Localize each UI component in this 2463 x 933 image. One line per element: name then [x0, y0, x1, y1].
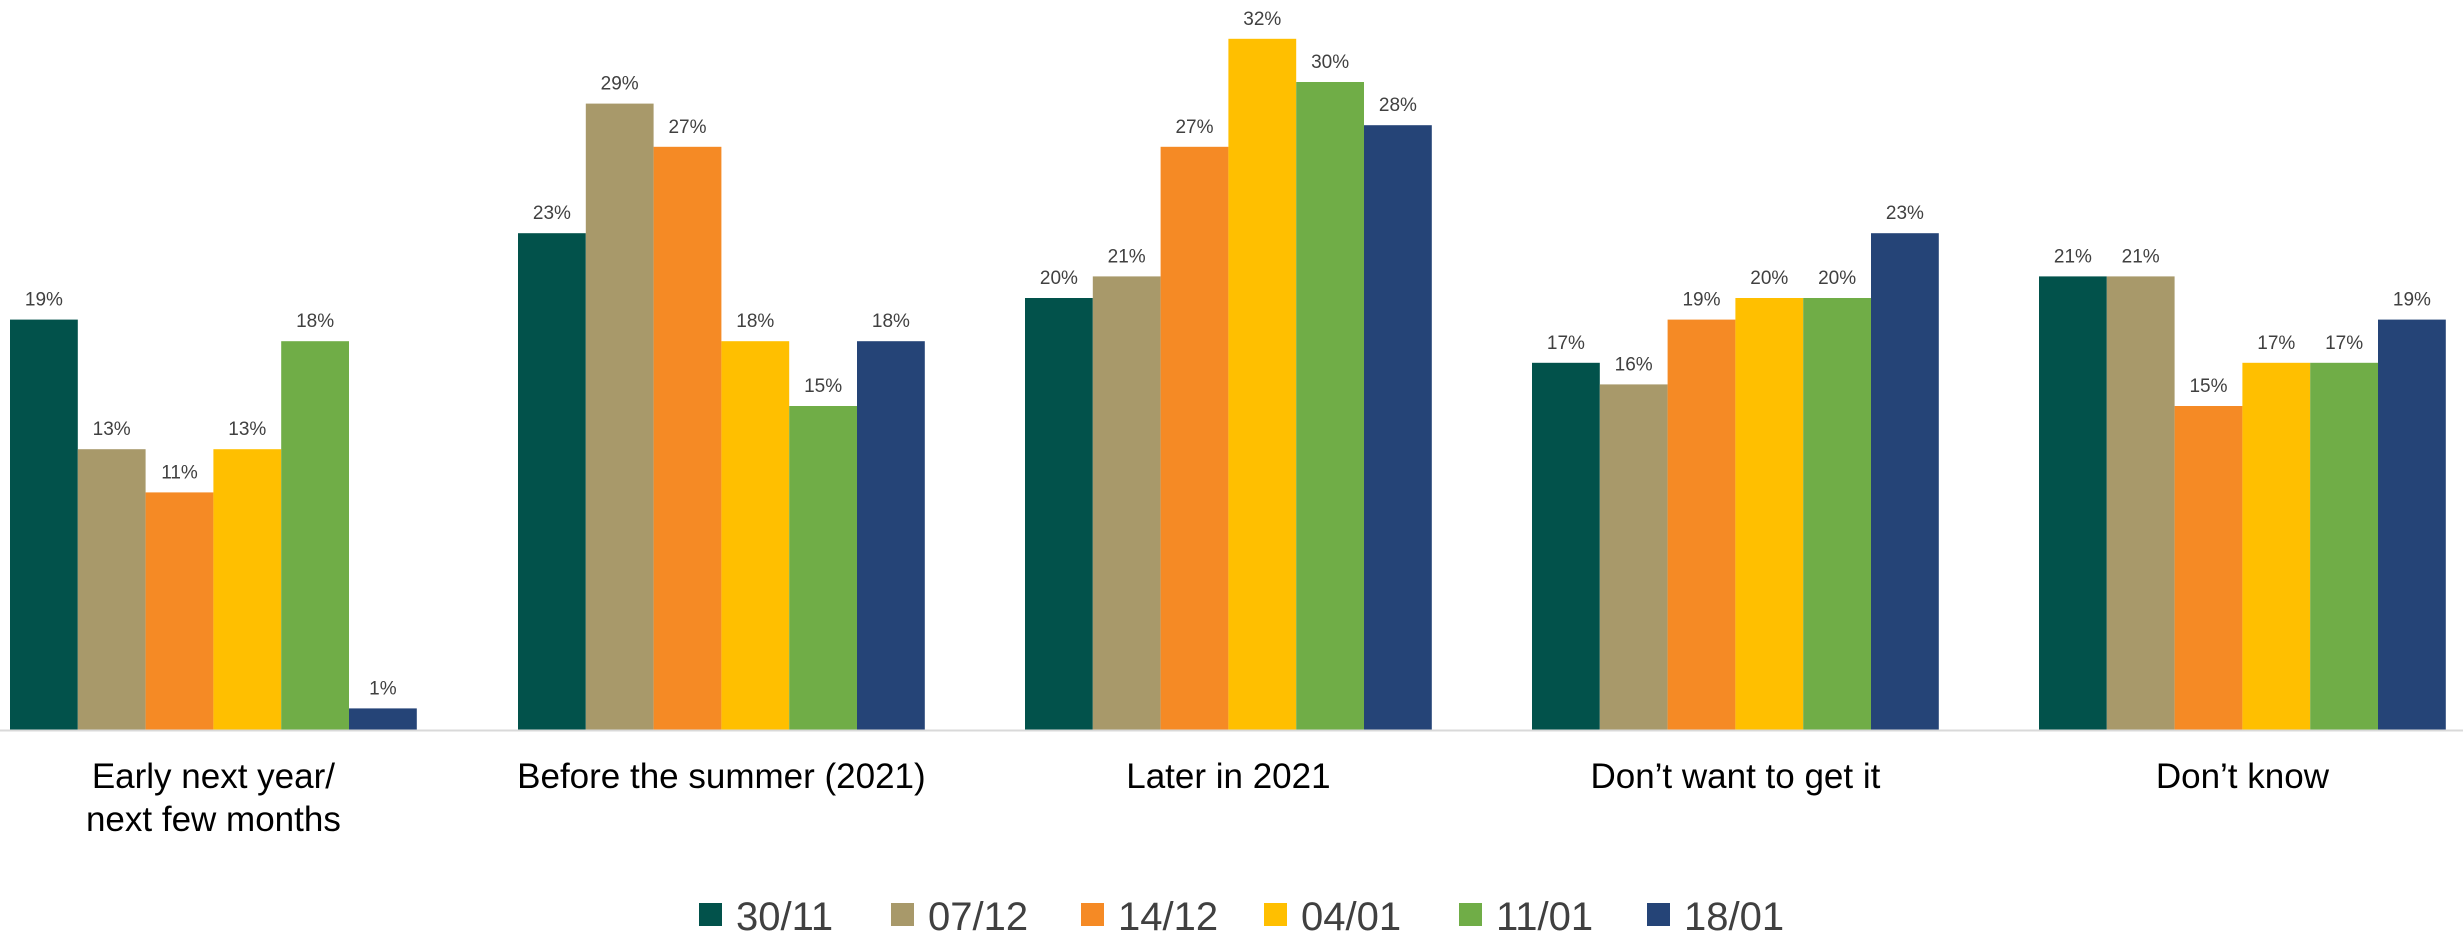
value-label: 19% — [2393, 290, 2431, 311]
bar-14-12-cat-3 — [1667, 319, 1736, 730]
value-label: 21% — [1108, 246, 1146, 267]
bar-14-12-cat-4 — [2174, 406, 2243, 730]
bar-14-12-cat-2 — [1160, 146, 1229, 731]
category-labels-layer: Early next year/next few months Before th… — [86, 757, 2330, 839]
value-label: 13% — [228, 419, 266, 440]
legend-swatch — [1081, 903, 1104, 926]
bar-07-12-cat-3 — [1599, 384, 1668, 730]
value-label: 16% — [1615, 354, 1653, 375]
legend-swatch — [1459, 903, 1482, 926]
value-label: 18% — [296, 311, 334, 332]
value-labels-layer: 19% 13% 11% 13% 18% 1% 23% 29% 27% 18% 15% 18% 20% 21… — [25, 9, 2431, 700]
value-label: 18% — [872, 311, 910, 332]
bar-14-12-cat-1 — [653, 146, 722, 731]
legend-item: 14/12 — [1081, 895, 1218, 933]
bar-04-01-cat-4 — [2242, 362, 2311, 730]
legend-item: 04/01 — [1264, 895, 1401, 933]
value-label: 21% — [2054, 246, 2092, 267]
bar-11-01-cat-0 — [281, 341, 349, 730]
bar-30-11-cat-1 — [518, 233, 586, 730]
bar-18-01-cat-1 — [857, 341, 925, 730]
value-label: 23% — [1886, 203, 1924, 224]
bar-04-01-cat-0 — [213, 449, 282, 730]
bar-04-01-cat-1 — [721, 341, 790, 730]
legend-item: 18/01 — [1647, 895, 1784, 933]
value-label: 20% — [1750, 268, 1788, 289]
bar-07-12-cat-4 — [2106, 276, 2175, 730]
bar-30-11-cat-4 — [2039, 276, 2107, 730]
legend-label: 11/01 — [1496, 895, 1593, 933]
bar-11-01-cat-1 — [789, 406, 857, 730]
value-label: 30% — [1311, 52, 1349, 73]
value-label: 13% — [93, 419, 131, 440]
bar-30-11-cat-3 — [1532, 362, 1600, 730]
legend-item: 11/01 — [1459, 895, 1593, 933]
bar-30-11-cat-2 — [1025, 298, 1093, 730]
bar-04-01-cat-3 — [1735, 298, 1804, 730]
value-label: 19% — [1682, 290, 1720, 311]
value-label: 27% — [1175, 117, 1213, 138]
value-label: 18% — [736, 311, 774, 332]
bar-11-01-cat-3 — [1803, 298, 1871, 730]
value-label: 17% — [2325, 333, 2363, 354]
legend-swatch — [1264, 903, 1287, 926]
bar-07-12-cat-2 — [1092, 276, 1161, 730]
bar-18-01-cat-2 — [1364, 125, 1432, 730]
bar-18-01-cat-3 — [1871, 233, 1939, 730]
legend-label: 04/01 — [1301, 895, 1401, 933]
value-label: 1% — [369, 678, 397, 699]
bar-14-12-cat-0 — [145, 492, 214, 730]
value-label: 19% — [25, 290, 63, 311]
legend-label: 18/01 — [1684, 895, 1784, 933]
value-label: 20% — [1818, 268, 1856, 289]
value-label: 32% — [1243, 9, 1281, 30]
legend-item: 07/12 — [891, 895, 1028, 933]
value-label: 27% — [668, 117, 706, 138]
legend-item: 30/11 — [699, 895, 833, 933]
value-label: 17% — [1547, 333, 1585, 354]
bar-04-01-cat-2 — [1228, 38, 1297, 731]
value-label: 21% — [2122, 246, 2160, 267]
bar-30-11-cat-0 — [10, 319, 78, 730]
value-label: 15% — [2189, 376, 2227, 397]
value-label: 11% — [161, 462, 198, 483]
legend-swatch — [699, 903, 722, 926]
category-label: Don’t want to get it — [1590, 757, 1880, 796]
category-label: Before the summer (2021) — [517, 757, 926, 796]
category-label: Don’t know — [2156, 757, 2330, 796]
legend: 30/11 07/12 14/12 04/01 11/01 18/01 — [699, 895, 1784, 933]
bar-11-01-cat-4 — [2310, 362, 2378, 730]
legend-label: 14/12 — [1118, 895, 1218, 933]
value-label: 29% — [601, 74, 639, 95]
value-label: 28% — [1379, 95, 1417, 116]
bar-18-01-cat-4 — [2378, 319, 2446, 730]
category-label: next few months — [86, 800, 341, 839]
bar-07-12-cat-1 — [585, 103, 654, 731]
legend-label: 30/11 — [736, 895, 833, 933]
category-label: Later in 2021 — [1126, 757, 1330, 796]
bars-layer — [10, 38, 2446, 731]
value-label: 20% — [1040, 268, 1078, 289]
value-label: 15% — [804, 376, 842, 397]
legend-label: 07/12 — [928, 895, 1028, 933]
value-label: 17% — [2257, 333, 2295, 354]
bar-07-12-cat-0 — [77, 449, 146, 730]
category-label: Early next year/ — [92, 757, 335, 796]
bar-18-01-cat-0 — [349, 708, 417, 730]
bar-11-01-cat-2 — [1296, 82, 1364, 730]
legend-swatch — [1647, 903, 1670, 926]
value-label: 23% — [533, 203, 571, 224]
legend-swatch — [891, 903, 914, 926]
